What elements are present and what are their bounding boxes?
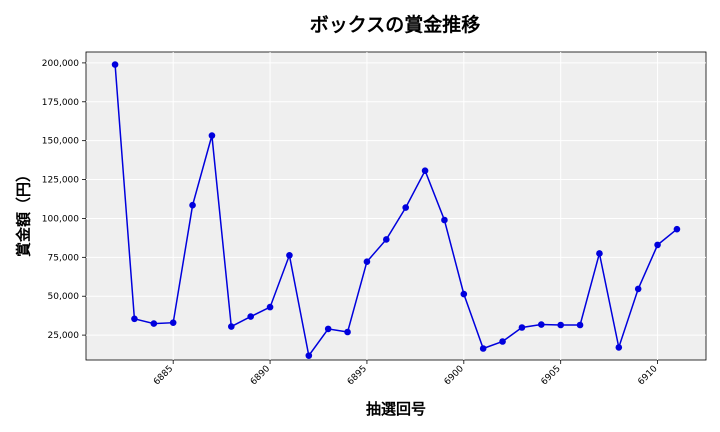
- data-point: [266, 303, 274, 311]
- x-tick-label: 6890: [249, 364, 272, 387]
- y-tick-label: 125,000: [42, 176, 79, 186]
- y-tick-label: 25,000: [48, 331, 80, 341]
- x-tick-label: 6885: [152, 364, 175, 387]
- data-point: [344, 328, 351, 336]
- data-point: [402, 204, 409, 211]
- y-tick-label: 150,000: [42, 137, 79, 147]
- data-point: [228, 323, 235, 330]
- data-point: [286, 252, 293, 259]
- data-point: [208, 132, 216, 139]
- y-tick-label: 175,000: [42, 98, 79, 108]
- series-line: [114, 64, 678, 358]
- data-point: [479, 345, 487, 352]
- data-point: [247, 313, 254, 320]
- data-point: [111, 61, 119, 68]
- y-tick-label: 200,000: [42, 59, 79, 69]
- data-point: [634, 285, 642, 293]
- data-point: [421, 167, 429, 174]
- plot-area: [85, 51, 707, 361]
- data-point: [441, 216, 448, 224]
- data-point: [150, 320, 158, 327]
- data-point: [305, 352, 313, 359]
- grid-lines: [86, 52, 706, 360]
- data-point: [460, 290, 468, 298]
- data-series: [111, 61, 681, 359]
- x-tick-label: 6905: [540, 364, 563, 387]
- data-point: [169, 319, 177, 326]
- data-point: [518, 324, 526, 331]
- data-point: [383, 236, 390, 243]
- y-tick-label: 75,000: [48, 253, 80, 263]
- x-axis-label: 抽選回号: [365, 400, 426, 418]
- data-point: [131, 315, 138, 323]
- data-point: [499, 338, 506, 345]
- x-tick-label: 6910: [636, 364, 659, 387]
- data-point: [557, 321, 564, 329]
- data-point: [324, 325, 332, 333]
- data-point: [538, 321, 545, 328]
- data-point: [673, 225, 681, 233]
- y-tick-label: 50,000: [48, 292, 80, 302]
- x-tick-label: 6895: [346, 364, 369, 387]
- x-tick-label: 6900: [443, 364, 466, 387]
- chart-title: ボックスの賞金推移: [309, 14, 481, 36]
- data-point: [615, 344, 623, 351]
- data-point: [654, 241, 661, 249]
- data-point: [363, 258, 371, 265]
- data-point: [596, 250, 603, 257]
- y-tick-label: 100,000: [42, 214, 79, 224]
- data-point: [576, 321, 584, 329]
- data-point: [189, 201, 196, 209]
